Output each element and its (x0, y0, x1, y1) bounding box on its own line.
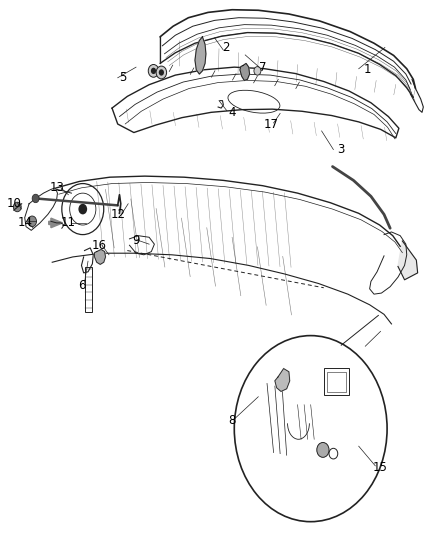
Circle shape (13, 202, 21, 212)
Text: 3: 3 (338, 143, 345, 156)
Circle shape (159, 69, 164, 76)
Circle shape (78, 204, 87, 214)
Text: 6: 6 (78, 279, 85, 292)
Text: 12: 12 (111, 208, 126, 221)
Polygon shape (398, 241, 418, 280)
Bar (324, 368, 349, 395)
Bar (327, 372, 346, 392)
Text: 7: 7 (259, 61, 266, 74)
Text: 15: 15 (373, 461, 388, 474)
Text: 5: 5 (119, 71, 127, 84)
Polygon shape (195, 37, 206, 74)
Bar (85, 266, 92, 312)
Polygon shape (95, 249, 106, 264)
Text: 17: 17 (264, 118, 279, 131)
Circle shape (254, 67, 261, 75)
Circle shape (151, 68, 156, 74)
Circle shape (28, 216, 36, 227)
Polygon shape (275, 368, 290, 391)
FancyArrow shape (49, 218, 63, 228)
Text: 2: 2 (222, 41, 230, 54)
Circle shape (148, 64, 159, 77)
Text: 16: 16 (92, 239, 106, 252)
Text: 8: 8 (228, 414, 236, 427)
Circle shape (156, 66, 166, 79)
Text: 10: 10 (7, 197, 21, 211)
Circle shape (32, 194, 39, 203)
Text: 1: 1 (364, 63, 371, 76)
Text: 13: 13 (50, 181, 65, 195)
Text: 4: 4 (228, 106, 236, 119)
Text: 14: 14 (17, 216, 32, 229)
Text: 11: 11 (61, 216, 76, 229)
Polygon shape (240, 63, 250, 80)
Text: 9: 9 (132, 235, 140, 247)
Circle shape (317, 442, 329, 457)
